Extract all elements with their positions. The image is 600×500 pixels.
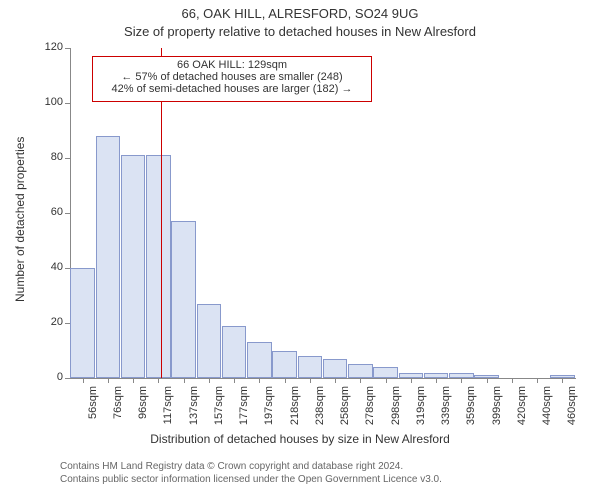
- footer-line2: Contains public sector information licen…: [60, 473, 442, 486]
- xtick-mark: [310, 378, 311, 383]
- xtick-mark: [83, 378, 84, 383]
- xtick-mark: [108, 378, 109, 383]
- annotation-line: ← 57% of detached houses are smaller (24…: [97, 71, 367, 83]
- bar: [373, 367, 398, 378]
- xtick-mark: [487, 378, 488, 383]
- annotation-line: 66 OAK HILL: 129sqm: [97, 59, 367, 71]
- y-axis-label: Number of detached properties: [13, 122, 27, 302]
- ytick-mark: [65, 103, 70, 104]
- xtick-label: 197sqm: [263, 386, 275, 436]
- xtick-mark: [158, 378, 159, 383]
- xtick-mark: [259, 378, 260, 383]
- footer-line1: Contains HM Land Registry data © Crown c…: [60, 460, 442, 473]
- xtick-mark: [512, 378, 513, 383]
- xtick-label: 258sqm: [339, 386, 351, 436]
- xtick-label: 76sqm: [112, 386, 124, 436]
- xtick-mark: [386, 378, 387, 383]
- xtick-mark: [436, 378, 437, 383]
- bar: [96, 136, 121, 378]
- chart-title-line2: Size of property relative to detached ho…: [0, 24, 600, 39]
- xtick-label: 117sqm: [162, 386, 174, 436]
- bar: [298, 356, 323, 378]
- xtick-mark: [133, 378, 134, 383]
- xtick-label: 278sqm: [364, 386, 376, 436]
- xtick-label: 177sqm: [238, 386, 250, 436]
- annotation-box: 66 OAK HILL: 129sqm← 57% of detached hou…: [92, 56, 372, 102]
- xtick-mark: [335, 378, 336, 383]
- xtick-mark: [411, 378, 412, 383]
- xtick-mark: [184, 378, 185, 383]
- bar: [272, 351, 297, 379]
- ytick-mark: [65, 268, 70, 269]
- chart-title-line1: 66, OAK HILL, ALRESFORD, SO24 9UG: [0, 6, 600, 21]
- ytick-mark: [65, 48, 70, 49]
- bar: [121, 155, 146, 378]
- bar: [70, 268, 95, 378]
- xtick-label: 420sqm: [516, 386, 528, 436]
- xtick-label: 56sqm: [87, 386, 99, 436]
- xtick-label: 96sqm: [137, 386, 149, 436]
- xtick-mark: [562, 378, 563, 383]
- xtick-label: 339sqm: [440, 386, 452, 436]
- bar: [197, 304, 222, 378]
- xtick-label: 359sqm: [465, 386, 477, 436]
- ytick-mark: [65, 378, 70, 379]
- ytick-label: 100: [35, 96, 63, 108]
- bar: [323, 359, 348, 378]
- xtick-mark: [209, 378, 210, 383]
- chart-container: 66, OAK HILL, ALRESFORD, SO24 9UG Size o…: [0, 0, 600, 500]
- ytick-label: 120: [35, 41, 63, 53]
- annotation-line: 42% of semi-detached houses are larger (…: [97, 83, 367, 95]
- xtick-label: 137sqm: [188, 386, 200, 436]
- xtick-label: 157sqm: [213, 386, 225, 436]
- xtick-mark: [461, 378, 462, 383]
- xtick-mark: [360, 378, 361, 383]
- xtick-label: 460sqm: [566, 386, 578, 436]
- xtick-mark: [285, 378, 286, 383]
- ytick-mark: [65, 213, 70, 214]
- xtick-label: 298sqm: [390, 386, 402, 436]
- ytick-label: 40: [35, 261, 63, 273]
- footer-attribution: Contains HM Land Registry data © Crown c…: [60, 460, 442, 486]
- ytick-label: 60: [35, 206, 63, 218]
- xtick-mark: [537, 378, 538, 383]
- xtick-label: 218sqm: [289, 386, 301, 436]
- xtick-label: 238sqm: [314, 386, 326, 436]
- xtick-label: 399sqm: [491, 386, 503, 436]
- bar: [171, 221, 196, 378]
- bar: [222, 326, 247, 378]
- bar: [348, 364, 373, 378]
- ytick-mark: [65, 323, 70, 324]
- ytick-label: 0: [35, 371, 63, 383]
- ytick-label: 20: [35, 316, 63, 328]
- ytick-label: 80: [35, 151, 63, 163]
- xtick-label: 440sqm: [541, 386, 553, 436]
- xtick-mark: [234, 378, 235, 383]
- ytick-mark: [65, 158, 70, 159]
- bar: [146, 155, 171, 378]
- bar: [247, 342, 272, 378]
- xtick-label: 319sqm: [415, 386, 427, 436]
